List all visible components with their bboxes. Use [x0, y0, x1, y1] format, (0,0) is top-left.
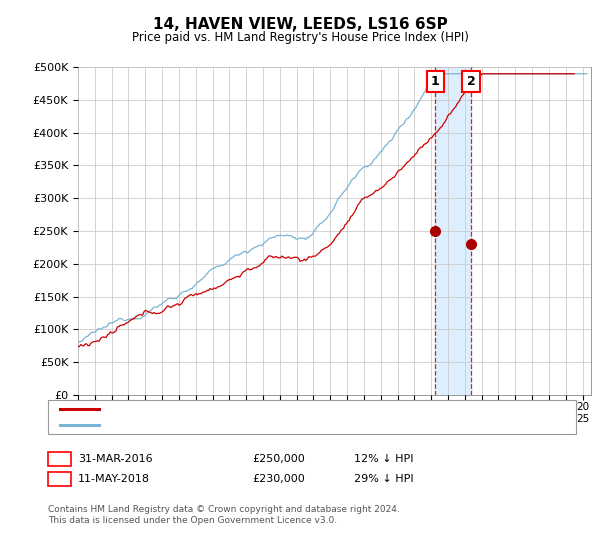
Text: 2: 2 [467, 75, 475, 88]
Text: 12% ↓ HPI: 12% ↓ HPI [354, 454, 413, 464]
Text: 2: 2 [56, 474, 63, 484]
Text: Price paid vs. HM Land Registry's House Price Index (HPI): Price paid vs. HM Land Registry's House … [131, 31, 469, 44]
Text: HPI: Average price, detached house, Leeds: HPI: Average price, detached house, Leed… [105, 420, 328, 430]
Text: 1: 1 [56, 454, 63, 464]
Bar [436, 67, 471, 395]
Text: £230,000: £230,000 [252, 474, 305, 484]
Text: 11-MAY-2018: 11-MAY-2018 [78, 474, 150, 484]
Text: Contains HM Land Registry data © Crown copyright and database right 2024.
This d: Contains HM Land Registry data © Crown c… [48, 505, 400, 525]
Text: 29% ↓ HPI: 29% ↓ HPI [354, 474, 413, 484]
Text: 14, HAVEN VIEW, LEEDS, LS16 6SP: 14, HAVEN VIEW, LEEDS, LS16 6SP [152, 17, 448, 32]
Text: £250,000: £250,000 [252, 454, 305, 464]
Text: 1: 1 [431, 75, 440, 88]
Text: 31-MAR-2016: 31-MAR-2016 [78, 454, 152, 464]
Text: 14, HAVEN VIEW, LEEDS, LS16 6SP (detached house): 14, HAVEN VIEW, LEEDS, LS16 6SP (detache… [105, 404, 380, 414]
